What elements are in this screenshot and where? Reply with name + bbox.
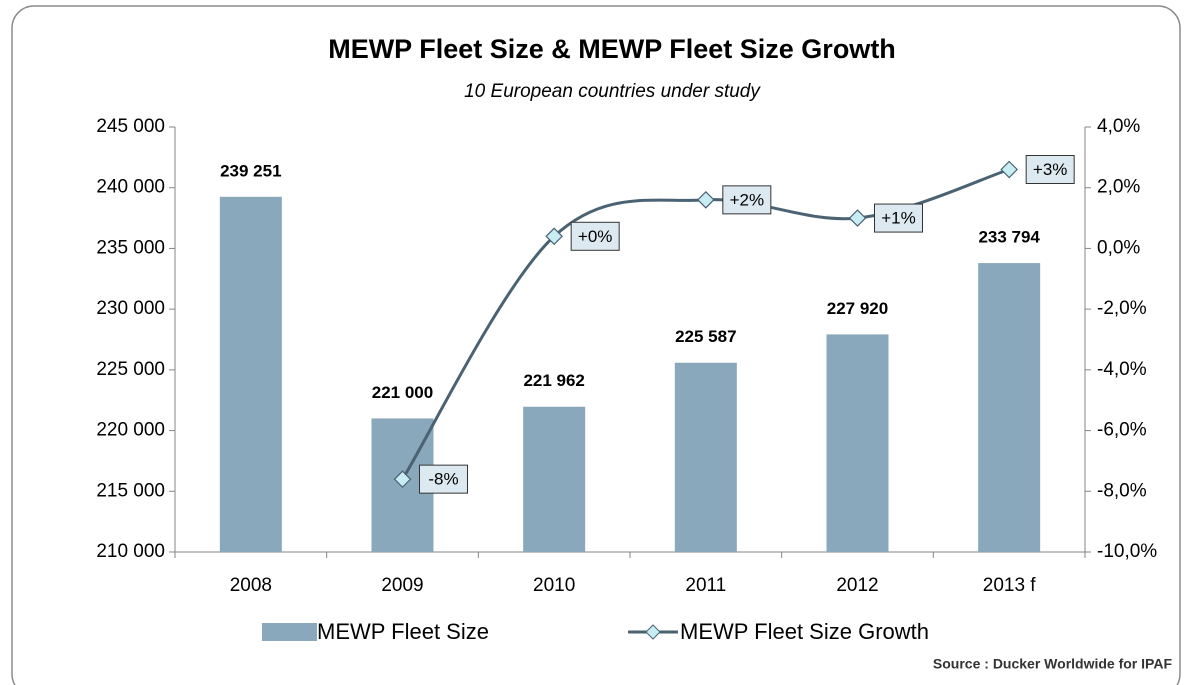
- x-tick-label: 2011: [685, 575, 726, 596]
- growth-marker: [393, 470, 412, 488]
- y2-tick-label: -4,0%: [1097, 359, 1147, 380]
- y-tick-label: 245 000: [96, 116, 165, 137]
- growth-marker: [1000, 160, 1019, 179]
- legend-label: MEWP Fleet Size Growth: [680, 619, 929, 644]
- x-tick-label: 2012: [836, 575, 878, 596]
- x-tick-label: 2013 f: [983, 575, 1037, 596]
- growth-marker: [848, 209, 867, 227]
- bar: [826, 334, 889, 552]
- x-tick-label: 2008: [230, 575, 272, 596]
- y-tick-label: 220 000: [96, 420, 165, 441]
- x-tick-label: 2009: [381, 575, 423, 596]
- bar-value-label: 227 920: [827, 299, 888, 318]
- growth-label-box: [722, 185, 772, 215]
- chart-title: MEWP Fleet Size & MEWP Fleet Size Growth: [328, 34, 896, 64]
- y2-tick-label: -8,0%: [1097, 480, 1147, 501]
- bar: [674, 362, 737, 552]
- bar-value-label: 221 962: [523, 371, 584, 390]
- growth-value-label: -8%: [428, 470, 458, 489]
- growth-marker: [545, 227, 564, 246]
- bar: [219, 196, 282, 553]
- y2-tick-label: -2,0%: [1097, 298, 1147, 319]
- y2-tick-label: 2,0%: [1097, 177, 1140, 198]
- growth-label-box: [874, 203, 923, 233]
- growth-label-box: [570, 221, 620, 251]
- bar: [978, 263, 1041, 552]
- source-note: Source : Ducker Worldwide for IPAF: [933, 656, 1173, 672]
- growth-value-label: +0%: [578, 227, 613, 246]
- y-tick-label: 225 000: [96, 359, 165, 380]
- growth-value-label: +2%: [730, 190, 765, 209]
- growth-label-box: [419, 464, 468, 494]
- bar-value-label: 225 587: [675, 327, 736, 346]
- y2-tick-label: -6,0%: [1097, 420, 1147, 441]
- growth-value-label: +3%: [1033, 160, 1068, 179]
- legend-label: MEWP Fleet Size: [317, 619, 489, 644]
- bar-value-label: 221 000: [372, 383, 433, 402]
- y2-tick-label: 0,0%: [1097, 237, 1140, 258]
- x-tick-label: 2010: [533, 575, 575, 596]
- y-tick-label: 235 000: [96, 237, 165, 258]
- y-tick-label: 210 000: [96, 541, 165, 562]
- growth-label-box: [1025, 155, 1075, 184]
- chart-subtitle: 10 European countries under study: [464, 81, 761, 102]
- y-tick-label: 215 000: [96, 480, 165, 501]
- y-tick-label: 230 000: [96, 298, 165, 319]
- legend-swatch: [262, 623, 317, 641]
- growth-value-label: +1%: [881, 209, 916, 228]
- y2-tick-label: 4,0%: [1097, 116, 1140, 137]
- y-tick-label: 240 000: [96, 177, 165, 198]
- bar-value-label: 239 251: [220, 161, 281, 180]
- growth-marker: [696, 191, 715, 209]
- bar: [523, 406, 586, 552]
- bar-value-label: 233 794: [978, 228, 1040, 247]
- y2-tick-label: -10,0%: [1097, 541, 1157, 562]
- legend-marker: [645, 624, 661, 640]
